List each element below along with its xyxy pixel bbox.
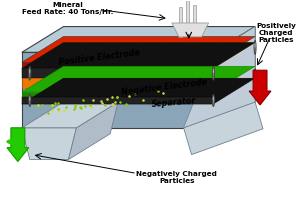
Polygon shape	[22, 62, 213, 68]
Polygon shape	[22, 27, 255, 52]
Polygon shape	[22, 68, 213, 88]
Text: Negatively Charged
Particles: Negatively Charged Particles	[136, 171, 217, 184]
Ellipse shape	[254, 71, 256, 75]
Polygon shape	[68, 102, 118, 160]
Polygon shape	[76, 42, 132, 68]
Ellipse shape	[254, 43, 256, 48]
Polygon shape	[249, 70, 271, 105]
Text: Positively
Charged
Particles: Positively Charged Particles	[256, 23, 296, 43]
Polygon shape	[63, 42, 118, 68]
Polygon shape	[90, 42, 146, 68]
Text: Positive Electrode: Positive Electrode	[58, 48, 140, 67]
Polygon shape	[200, 42, 255, 68]
Text: Separator: Separator	[151, 97, 196, 109]
Polygon shape	[22, 92, 213, 97]
Bar	[186, 0, 189, 33]
Polygon shape	[22, 68, 213, 78]
Polygon shape	[22, 102, 118, 128]
Polygon shape	[172, 42, 228, 68]
Ellipse shape	[254, 69, 256, 81]
Polygon shape	[22, 42, 255, 68]
Polygon shape	[184, 102, 263, 155]
Ellipse shape	[71, 43, 72, 48]
Text: Mineral
Feed Rate: 40 Tons/Hr.: Mineral Feed Rate: 40 Tons/Hr.	[22, 2, 113, 15]
Ellipse shape	[212, 95, 214, 106]
Polygon shape	[22, 78, 255, 104]
Ellipse shape	[29, 97, 31, 101]
Polygon shape	[213, 27, 255, 128]
Polygon shape	[22, 36, 255, 62]
Polygon shape	[184, 27, 255, 128]
Polygon shape	[145, 42, 200, 68]
Text: Negative Electrode: Negative Electrode	[121, 77, 207, 97]
Polygon shape	[104, 42, 159, 68]
Polygon shape	[49, 42, 105, 68]
Ellipse shape	[254, 40, 256, 54]
Ellipse shape	[29, 69, 31, 74]
Polygon shape	[186, 42, 242, 68]
Ellipse shape	[70, 69, 73, 81]
Ellipse shape	[213, 97, 214, 101]
Polygon shape	[172, 23, 208, 37]
Polygon shape	[22, 52, 213, 128]
Polygon shape	[35, 42, 91, 68]
Ellipse shape	[71, 71, 72, 75]
Bar	[179, 7, 182, 37]
Polygon shape	[22, 97, 213, 104]
Ellipse shape	[212, 66, 214, 80]
Polygon shape	[22, 128, 76, 160]
Polygon shape	[7, 128, 29, 162]
Polygon shape	[22, 66, 255, 92]
Polygon shape	[118, 42, 173, 68]
Ellipse shape	[29, 95, 31, 106]
Polygon shape	[159, 42, 214, 68]
Bar	[193, 5, 196, 29]
Ellipse shape	[213, 69, 214, 74]
Ellipse shape	[70, 40, 73, 54]
Ellipse shape	[29, 66, 31, 80]
Polygon shape	[22, 42, 77, 68]
Polygon shape	[131, 42, 187, 68]
